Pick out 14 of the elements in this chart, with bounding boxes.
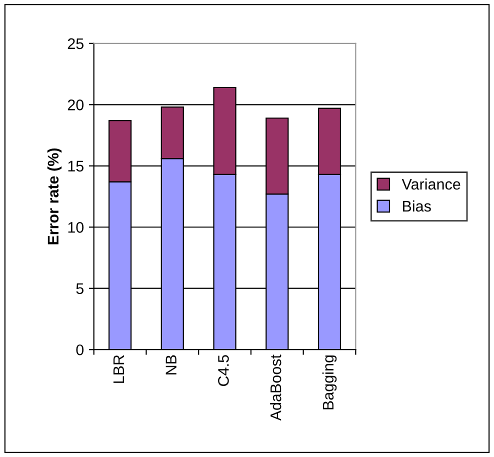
x-tick-label: C4.5 xyxy=(218,355,229,386)
y-tick-label: 5 xyxy=(76,283,84,294)
y-axis-title: Error rate (%) xyxy=(47,148,62,244)
x-tick-label: AdaBoost xyxy=(270,354,282,421)
x-tick-label: Bagging xyxy=(322,355,337,410)
y-tick-label: 0 xyxy=(76,344,84,356)
legend-label: Bias xyxy=(402,200,431,212)
x-tick-label: NB xyxy=(166,355,176,374)
y-tick-label: 20 xyxy=(68,100,84,110)
y-tick-label: 10 xyxy=(68,222,84,233)
y-tick-label: 15 xyxy=(68,160,84,172)
y-tick-label: 25 xyxy=(68,38,84,50)
x-tick-label: LBR xyxy=(113,355,124,383)
legend-label: Variance xyxy=(402,178,460,190)
